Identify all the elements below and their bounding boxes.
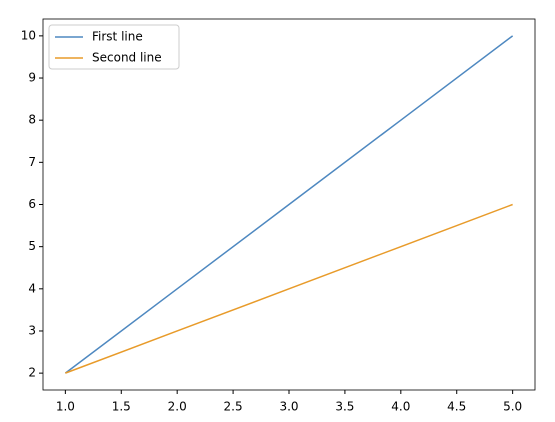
- x-tick-label: 2.0: [168, 400, 187, 414]
- legend-label: First line: [92, 30, 143, 44]
- x-tick-label: 2.5: [224, 400, 243, 414]
- y-tick-label: 10: [21, 28, 36, 42]
- x-tick-label: 3.5: [335, 400, 354, 414]
- series-line: [64, 35, 514, 374]
- x-tick-label: 3.0: [279, 400, 298, 414]
- y-tick-label: 7: [28, 155, 36, 169]
- plot-frame: [42, 18, 536, 391]
- y-tick-label: 8: [28, 113, 36, 127]
- y-tick-label: 2: [28, 366, 36, 380]
- y-tick-label: 4: [28, 281, 36, 295]
- x-tick-label: 5.0: [503, 400, 522, 414]
- x-tick-label: 4.5: [447, 400, 466, 414]
- series-line: [65, 203, 513, 374]
- legend-label: Second line: [92, 51, 162, 65]
- x-tick-label: 1.5: [112, 400, 131, 414]
- y-tick-label: 3: [28, 323, 36, 337]
- y-tick-label: 5: [28, 239, 36, 253]
- x-tick-label: 4.0: [391, 400, 410, 414]
- x-tick-label: 1.0: [56, 400, 75, 414]
- y-tick-label: 6: [28, 197, 36, 211]
- y-tick-label: 9: [28, 71, 36, 85]
